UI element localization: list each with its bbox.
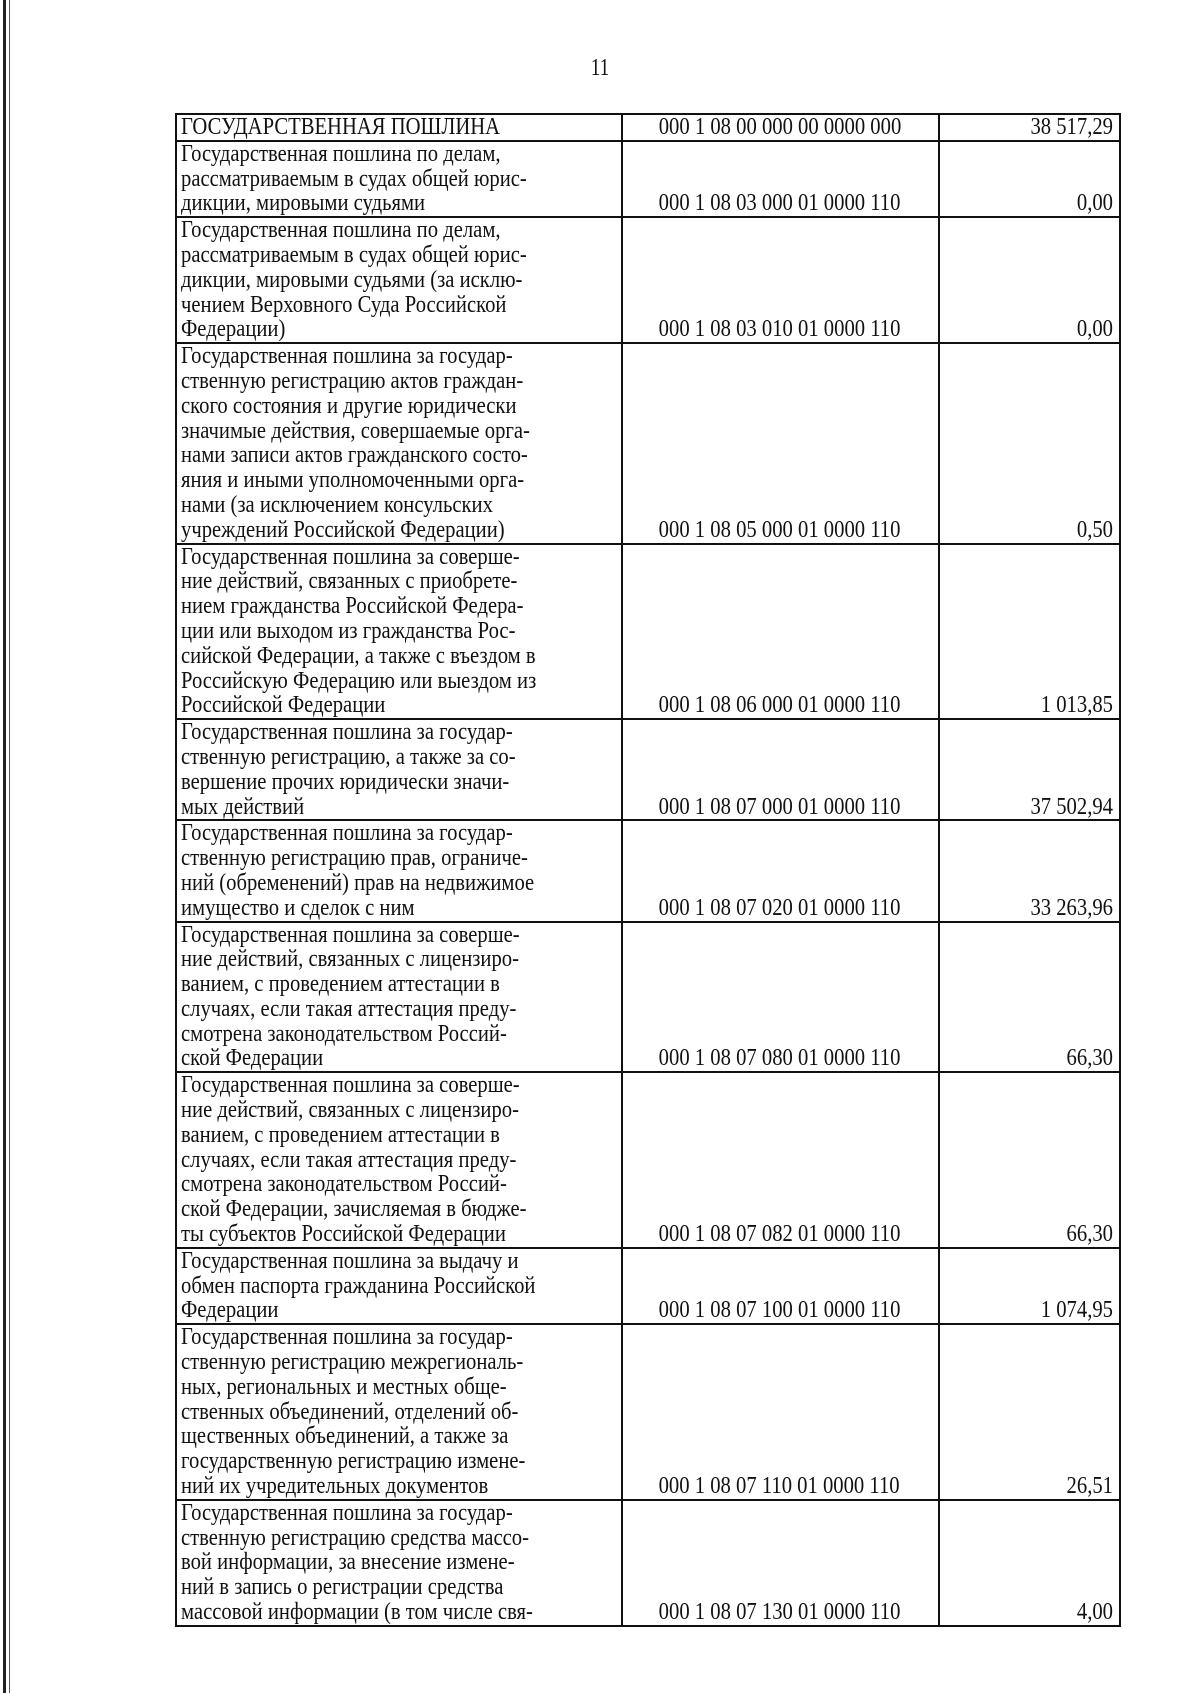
row-code-cell: 000 1 08 07 080 01 0000 110 <box>621 920 940 1074</box>
row-name-cell: Государственная пошлина за соверше- ние … <box>175 542 623 721</box>
row-name-text: Государственная пошлина за государ- стве… <box>181 719 516 820</box>
row-code-text: 000 1 08 07 082 01 0000 110 <box>658 1221 901 1248</box>
row-value-cell: 0,00 <box>938 139 1121 219</box>
row-name-text: Государственная пошлина за выдачу и обме… <box>181 1247 536 1324</box>
row-code-text: 000 1 08 03 010 01 0000 110 <box>658 316 901 343</box>
row-name-text: Государственная пошлина по делам, рассма… <box>181 140 527 217</box>
row-name-text: Государственная пошлина за государ- стве… <box>181 820 535 921</box>
row-code-cell: 000 1 08 03 010 01 0000 110 <box>621 216 940 345</box>
row-code-cell: 000 1 08 07 020 01 0000 110 <box>621 819 940 923</box>
table-row: Государственная пошлина за государ- стве… <box>175 342 1121 545</box>
row-name-cell: Государственная пошлина за государ- стве… <box>175 1323 623 1501</box>
table-row: Государственная пошлина по делам, рассма… <box>175 216 1121 345</box>
row-value-cell: 66,30 <box>938 1071 1121 1249</box>
row-value-cell: 37 502,94 <box>938 718 1121 822</box>
scan-edge-line <box>3 0 6 1693</box>
row-code-text: 000 1 08 07 110 01 0000 110 <box>659 1473 900 1500</box>
row-name-text: Государственная пошлина за государ- стве… <box>181 343 530 543</box>
row-name-cell: Государственная пошлина по делам, рассма… <box>175 216 623 345</box>
row-code-text: 000 1 08 07 130 01 0000 110 <box>658 1599 901 1626</box>
revenue-table: ГОСУДАРСТВЕННАЯ ПОШЛИНА 000 1 08 00 000 0… <box>175 113 1121 1627</box>
row-value-text: 0,50 <box>1076 516 1113 543</box>
row-code-cell: 000 1 08 07 130 01 0000 110 <box>621 1498 940 1627</box>
row-code-cell: 000 1 08 06 000 01 0000 110 <box>621 542 940 721</box>
table-row: Государственная пошлина за государ- стве… <box>175 819 1121 923</box>
row-code-cell: 000 1 08 07 000 01 0000 110 <box>621 718 940 822</box>
table-row: Государственная пошлина за соверше- ние … <box>175 1071 1121 1249</box>
row-name-text: ГОСУДАРСТВЕННАЯ ПОШЛИНА <box>181 114 501 140</box>
row-name-cell: Государственная пошлина за государ- стве… <box>175 1498 623 1627</box>
row-name-cell: Государственная пошлина по делам, рассма… <box>175 139 623 219</box>
row-value-text: 0,00 <box>1076 190 1113 217</box>
row-name-cell: Государственная пошлина за выдачу и обме… <box>175 1246 623 1326</box>
row-code-text: 000 1 08 07 020 01 0000 110 <box>658 894 901 921</box>
row-name-text: Государственная пошлина за государ- стве… <box>181 1499 533 1626</box>
table-row: Государственная пошлина по делам, рассма… <box>175 139 1121 219</box>
page-number: 11 <box>590 55 610 81</box>
row-code-text: 000 1 08 07 100 01 0000 110 <box>658 1297 901 1324</box>
row-value-cell: 4,00 <box>938 1498 1121 1627</box>
row-value-text: 1 074,95 <box>1040 1297 1113 1324</box>
row-value-cell: 1 074,95 <box>938 1246 1121 1326</box>
row-code-cell: 000 1 08 07 100 01 0000 110 <box>621 1246 940 1326</box>
row-name-cell: Государственная пошлина за государ- стве… <box>175 342 623 545</box>
row-value-text: 4,00 <box>1076 1599 1113 1626</box>
row-value-text: 37 502,94 <box>1030 793 1113 820</box>
row-code-cell: 000 1 08 07 082 01 0000 110 <box>621 1071 940 1249</box>
table-row: ГОСУДАРСТВЕННАЯ ПОШЛИНА 000 1 08 00 000 0… <box>175 113 1121 142</box>
row-value-cell: 33 263,96 <box>938 819 1121 923</box>
table-row: Государственная пошлина за соверше- ние … <box>175 542 1121 721</box>
scan-edge-line <box>9 0 10 1693</box>
row-code-text: 000 1 08 03 000 01 0000 110 <box>658 190 901 217</box>
row-name-cell: Государственная пошлина за соверше- ние … <box>175 1071 623 1249</box>
table-row: Государственная пошлина за государ- стве… <box>175 1498 1121 1627</box>
row-value-text: 33 263,96 <box>1030 894 1113 921</box>
row-code-cell: 000 1 08 05 000 01 0000 110 <box>621 342 940 545</box>
row-name-text: Государственная пошлина по делам, рассма… <box>181 217 527 343</box>
row-value-text: 0,00 <box>1076 316 1113 343</box>
row-value-text: 38 517,29 <box>1030 114 1113 140</box>
row-code-cell: 000 1 08 00 000 00 0000 000 <box>621 113 940 142</box>
row-value-cell: 1 013,85 <box>938 542 1121 721</box>
row-code-text: 000 1 08 00 000 00 0000 000 <box>658 114 901 140</box>
row-name-cell: Государственная пошлина за соверше- ние … <box>175 920 623 1074</box>
row-code-cell: 000 1 08 07 110 01 0000 110 <box>621 1323 940 1501</box>
table-row: Государственная пошлина за выдачу и обме… <box>175 1246 1121 1326</box>
row-name-text: Государственная пошлина за соверше- ние … <box>181 921 520 1072</box>
row-name-text: Государственная пошлина за соверше- ние … <box>181 543 537 719</box>
row-name-cell: Государственная пошлина за государ- стве… <box>175 819 623 923</box>
row-name-cell: Государственная пошлина за государ- стве… <box>175 718 623 822</box>
row-name-text: Государственная пошлина за государ- стве… <box>181 1324 526 1500</box>
row-code-cell: 000 1 08 03 000 01 0000 110 <box>621 139 940 219</box>
row-value-cell: 66,30 <box>938 920 1121 1074</box>
row-value-text: 66,30 <box>1066 1045 1113 1072</box>
row-code-text: 000 1 08 06 000 01 0000 110 <box>658 692 901 719</box>
row-code-text: 000 1 08 07 000 01 0000 110 <box>658 793 901 820</box>
row-value-text: 66,30 <box>1066 1221 1113 1248</box>
row-value-text: 26,51 <box>1066 1473 1113 1500</box>
row-name-cell: ГОСУДАРСТВЕННАЯ ПОШЛИНА <box>175 113 623 142</box>
row-code-text: 000 1 08 05 000 01 0000 110 <box>658 516 901 543</box>
row-value-cell: 38 517,29 <box>938 113 1121 142</box>
row-code-text: 000 1 08 07 080 01 0000 110 <box>658 1045 901 1072</box>
table-row: Государственная пошлина за государ- стве… <box>175 1323 1121 1501</box>
table-row: Государственная пошлина за соверше- ние … <box>175 920 1121 1074</box>
row-value-cell: 26,51 <box>938 1323 1121 1501</box>
table-row: Государственная пошлина за государ- стве… <box>175 718 1121 822</box>
row-name-text: Государственная пошлина за соверше- ние … <box>181 1072 527 1248</box>
row-value-cell: 0,50 <box>938 342 1121 545</box>
row-value-text: 1 013,85 <box>1040 692 1113 719</box>
row-value-cell: 0,00 <box>938 216 1121 345</box>
